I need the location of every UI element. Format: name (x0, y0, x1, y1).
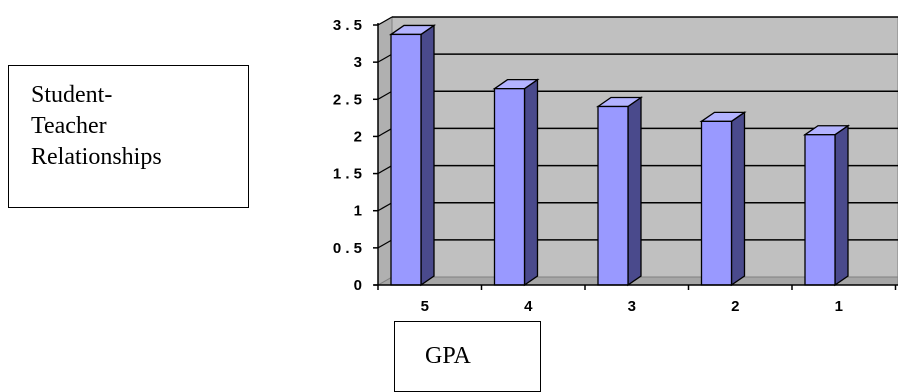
x-axis-label-box: GPA (394, 321, 541, 392)
x-tick-label: 4 (524, 298, 533, 315)
bar (595, 96, 644, 287)
bar-front (493, 88, 526, 286)
bar-side (834, 124, 849, 287)
bar-front (390, 33, 422, 286)
bar (802, 124, 851, 287)
y-tick-label: 3 . 5 (333, 17, 362, 34)
y-axis-label-line-1: Student- (31, 82, 113, 108)
gridline-depth (377, 202, 393, 212)
x-axis-label: GPA (425, 343, 471, 369)
bar (388, 24, 437, 287)
y-tick-label: 2 (354, 128, 362, 145)
bar (492, 78, 540, 287)
x-tick-label: 5 (421, 298, 429, 315)
bar-side (730, 111, 746, 287)
side-wall (377, 16, 393, 286)
gridline-depth (377, 127, 393, 137)
bar-front (804, 134, 836, 286)
y-tick-labels: 0 0 . 5 1 1 . 5 2 2 . 5 3 3 . 5 (333, 17, 362, 294)
y-tick-label: 3 (354, 54, 362, 71)
gridline-depth (377, 165, 393, 175)
y-axis-label-line-2: Teacher (31, 113, 107, 139)
y-tick-label: 1 . 5 (333, 166, 362, 183)
y-axis-label-box: Student- Teacher Relationships (8, 65, 249, 208)
y-tick-label: 2 . 5 (333, 91, 362, 108)
bar-side (523, 78, 539, 287)
gridline-depth (377, 16, 393, 26)
bar (699, 111, 747, 287)
chart-axes (373, 23, 898, 290)
bar-side (420, 24, 435, 287)
y-tick-label: 1 (354, 203, 362, 220)
gridline-depth (377, 90, 393, 100)
y-tick-label: 0 (354, 277, 362, 294)
bar-front (597, 105, 629, 286)
x-tick-label: 1 (835, 298, 843, 315)
gridline-depth (377, 239, 393, 249)
y-axis-label-line-3: Relationships (31, 144, 162, 170)
x-tick-labels: 5 4 3 2 1 (421, 298, 843, 315)
bar-side (627, 96, 642, 287)
x-tick-label: 3 (628, 298, 636, 315)
bar-front (700, 120, 733, 286)
gridline-depth (377, 53, 393, 63)
y-tick-label: 0 . 5 (333, 240, 362, 257)
x-tick-label: 2 (731, 298, 739, 315)
chart-bars (388, 24, 851, 287)
